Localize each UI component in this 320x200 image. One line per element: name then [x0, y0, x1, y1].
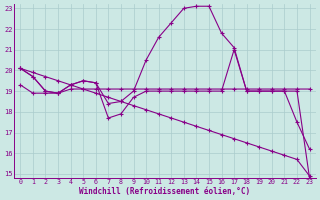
X-axis label: Windchill (Refroidissement éolien,°C): Windchill (Refroidissement éolien,°C) [79, 187, 251, 196]
